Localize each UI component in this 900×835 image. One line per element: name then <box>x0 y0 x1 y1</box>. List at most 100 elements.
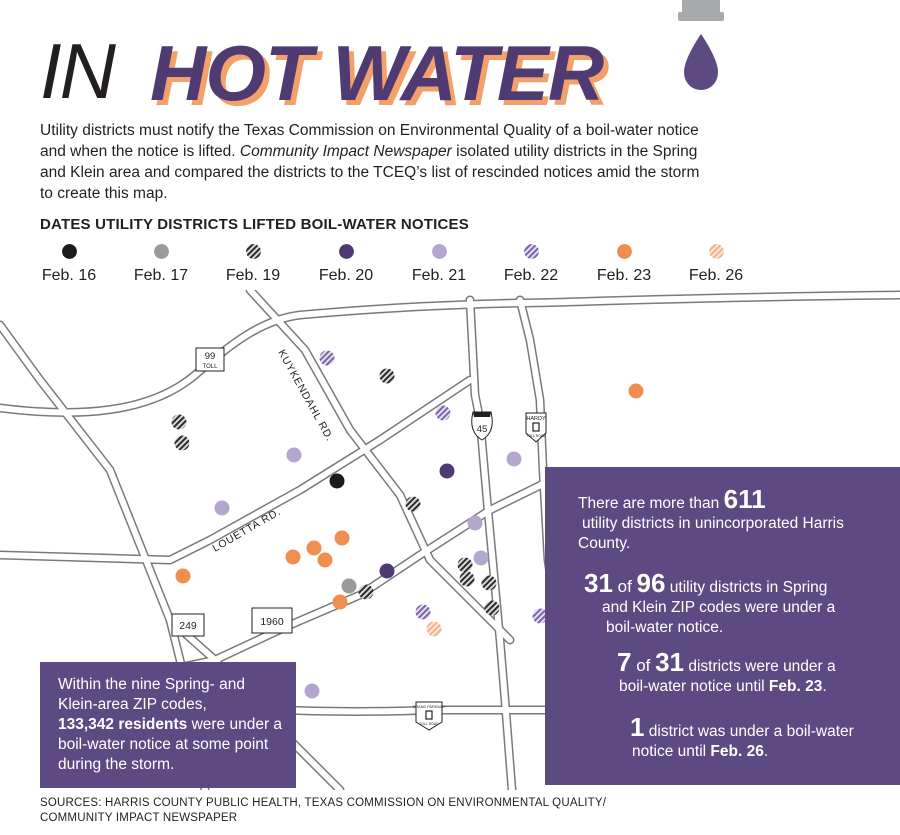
stat-4-line-2: notice until <box>632 743 711 760</box>
i45-number: 45 <box>477 424 488 435</box>
legend-swatch <box>338 244 354 259</box>
legend-swatch <box>708 244 724 259</box>
stat-1-pre: There are more than <box>578 495 724 512</box>
residents-line-1: Within the nine Spring- and Klein-area Z… <box>58 676 245 713</box>
district-marker <box>484 600 500 616</box>
legend-swatch <box>431 244 447 259</box>
district-marker <box>457 557 473 573</box>
district-marker <box>628 383 644 399</box>
stat-total-districts: There are more than 611 utility district… <box>578 486 900 554</box>
stat-4-end: . <box>763 743 769 760</box>
legend-item: Feb. 17 <box>114 244 208 285</box>
district-marker <box>379 368 395 384</box>
stat-2-line-1: utility districts in Spring <box>665 579 828 596</box>
legend-item: Feb. 16 <box>22 244 116 285</box>
hardy-shield: HARDY TOLL ROAD <box>525 412 547 443</box>
residents-line-2: were under a boil-water notice at some p… <box>58 716 283 773</box>
legend-item: Feb. 23 <box>577 244 671 285</box>
stat-4-line-1: district was under a boil-water <box>644 723 854 740</box>
stat-until-feb23: 7 of 31 districts were under a boil-wate… <box>617 649 836 697</box>
district-marker <box>473 550 489 566</box>
stat-3-number-a: 7 <box>617 647 632 677</box>
stat-3-of: of <box>631 656 656 675</box>
title-main: HOT WATER <box>150 29 604 117</box>
gp-label: GRAND PARKWAY <box>412 705 446 709</box>
legend-title: DATES UTILITY DISTRICTS LIFTED BOIL-WATE… <box>40 216 469 233</box>
stat-until-feb26: 1 district was under a boil-water notice… <box>630 714 854 762</box>
legend-swatch <box>245 244 261 259</box>
stat-3-line-2: boil-water notice until <box>619 678 769 695</box>
legend-item: Feb. 21 <box>392 244 486 285</box>
grand-parkway-shield: GRAND PARKWAY TOLL ROAD <box>412 701 446 731</box>
district-marker <box>426 621 442 637</box>
district-marker <box>379 563 395 579</box>
stat-2-of: of <box>612 577 637 596</box>
fm1960-number: 1960 <box>260 616 284 628</box>
legend-item: Feb. 26 <box>669 244 763 285</box>
legend-label: Feb. 16 <box>41 267 97 284</box>
stat-2-line-2: and Klein ZIP codes were under a <box>602 599 836 616</box>
stat-2-number-a: 31 <box>584 568 613 598</box>
district-markers <box>171 350 644 699</box>
fm1960-shield: 1960 <box>251 607 293 634</box>
district-marker <box>532 608 548 624</box>
legend-label: Feb. 26 <box>688 267 744 284</box>
sh99-toll: TOLL <box>203 364 219 370</box>
district-marker <box>334 530 350 546</box>
district-marker <box>358 584 374 600</box>
stat-4-date: Feb. 26 <box>710 743 764 760</box>
stat-1-post: utility districts in unincorporated Harr… <box>578 515 844 552</box>
stat-under-notice: 31 of 96 utility districts in Spring and… <box>584 570 836 638</box>
district-marker <box>405 496 421 512</box>
sh249-shield: 249 <box>171 613 205 637</box>
residents-count: 133,342 residents <box>58 716 188 733</box>
district-marker <box>341 578 357 594</box>
district-marker <box>459 571 475 587</box>
legend-swatch <box>616 244 632 259</box>
district-marker <box>171 414 187 430</box>
district-marker <box>415 604 431 620</box>
gp-sub-label: TOLL ROAD <box>419 722 439 726</box>
district-marker <box>214 500 230 516</box>
sh99-shield: 99 TOLL <box>195 347 225 372</box>
district-marker <box>306 540 322 556</box>
stat-3-line-1: districts were under a <box>684 658 836 675</box>
legend-label: Feb. 22 <box>503 267 559 284</box>
district-marker <box>174 435 190 451</box>
legend-label: Feb. 21 <box>411 267 467 284</box>
district-marker <box>329 473 345 489</box>
hardy-label: HARDY <box>526 416 546 422</box>
district-marker <box>481 575 497 591</box>
legend: Feb. 16 Feb. 17 Feb. 19 Feb. 20 Feb. 21 Feb. … <box>22 244 782 294</box>
district-marker <box>467 515 483 531</box>
legend-label: Feb. 23 <box>596 267 652 284</box>
district-marker <box>285 549 301 565</box>
stat-3-number-b: 31 <box>655 647 685 677</box>
residents-callout: Within the nine Spring- and Klein-area Z… <box>40 662 296 788</box>
stat-4-number: 1 <box>630 712 645 742</box>
i45-shield: 45 <box>471 411 493 441</box>
intro-part2: isolated utility districts in the Spring… <box>40 143 700 202</box>
faucet-drop-icon <box>678 0 724 90</box>
legend-label: Feb. 19 <box>225 267 281 284</box>
district-marker <box>175 568 191 584</box>
sources-credit: SOURCES: HARRIS COUNTY PUBLIC HEALTH, TE… <box>40 797 607 824</box>
legend-label: Feb. 20 <box>318 267 374 284</box>
stat-2-line-3: boil-water notice. <box>606 619 724 636</box>
legend-swatch <box>153 244 169 259</box>
stat-3-date: Feb. 23 <box>768 678 823 695</box>
intro-paragraph: Utility districts must notify the Texas … <box>40 120 700 204</box>
district-marker <box>304 683 320 699</box>
legend-item: Feb. 20 <box>299 244 393 285</box>
district-marker <box>439 463 455 479</box>
legend-swatch <box>61 244 77 259</box>
sh99-number: 99 <box>205 351 216 362</box>
legend-label: Feb. 17 <box>133 267 189 284</box>
district-marker <box>317 552 333 568</box>
district-marker <box>332 594 348 610</box>
district-marker <box>506 451 522 467</box>
legend-item: Feb. 19 <box>206 244 300 285</box>
district-marker <box>435 405 451 421</box>
legend-item: Feb. 22 <box>484 244 578 285</box>
stat-3-end: . <box>822 678 827 695</box>
